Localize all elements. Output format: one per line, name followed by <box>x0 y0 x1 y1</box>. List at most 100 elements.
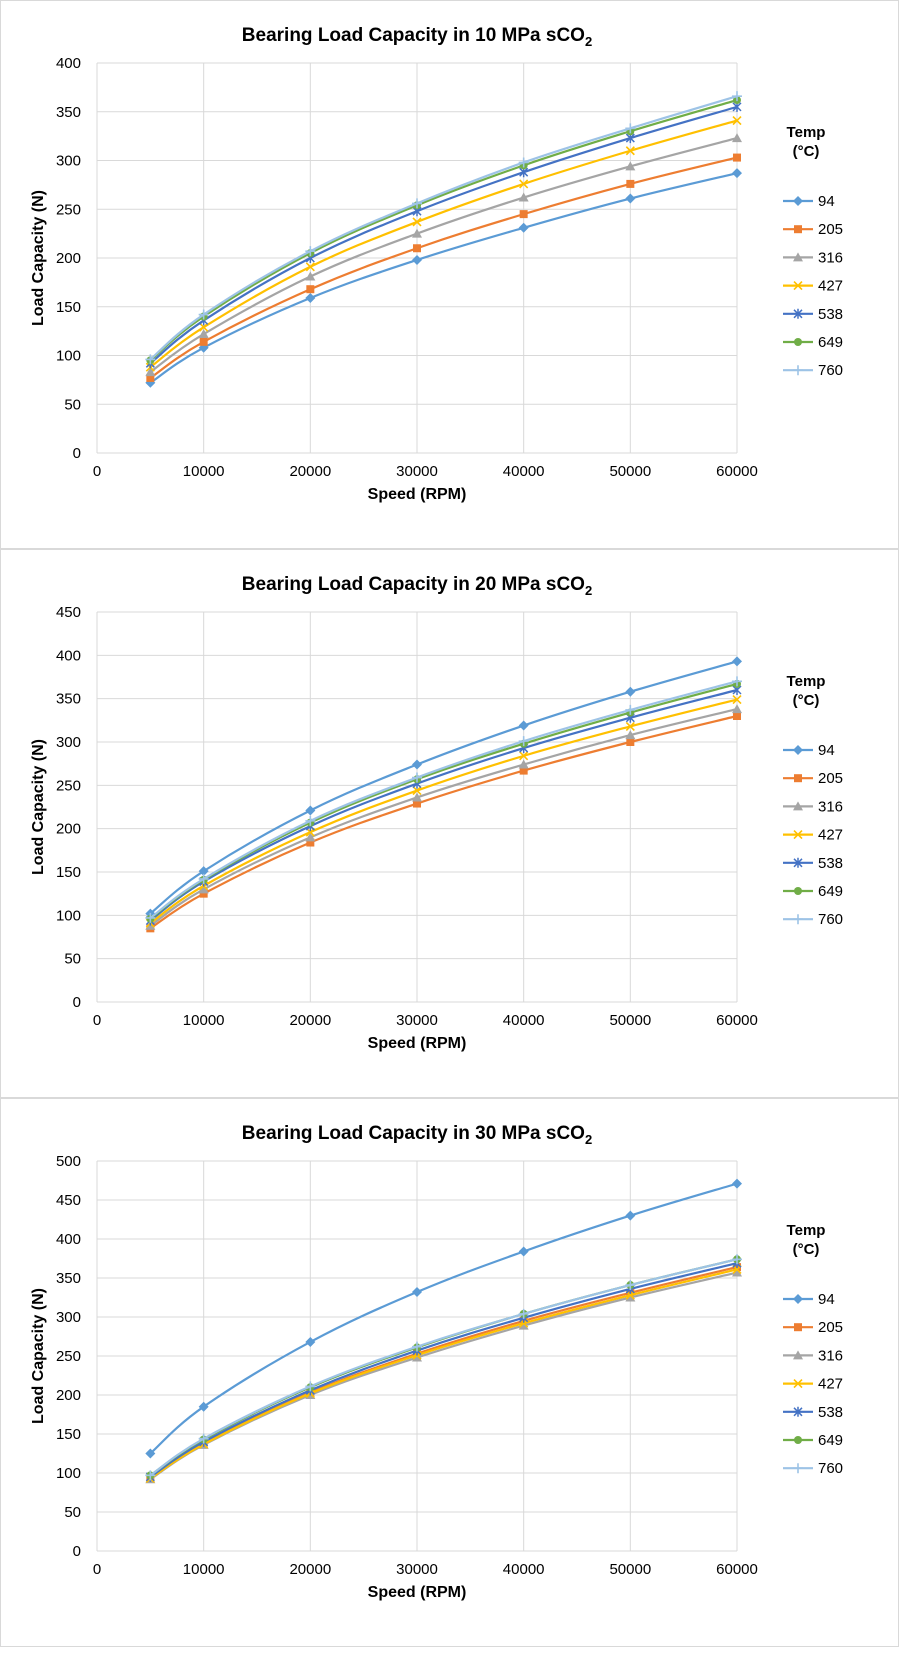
y-tick-label: 200 <box>56 1387 81 1404</box>
legend-label: 760 <box>818 1460 843 1477</box>
series-line-94 <box>149 1182 738 1455</box>
data-point-316 <box>518 192 529 202</box>
x-axis-title: Speed (RPM) <box>368 486 467 503</box>
data-point-316 <box>625 1292 636 1302</box>
y-axis-title: Load Capacity (N) <box>30 739 47 875</box>
legend: Temp (°C) 94 205 316 427 538 649 760 <box>783 673 843 928</box>
data-point-316 <box>198 329 209 339</box>
data-point-316 <box>305 271 316 281</box>
series-line-316 <box>149 137 738 373</box>
data-point-94 <box>198 866 209 877</box>
legend-item-94: 94 <box>783 742 835 759</box>
legend-item-427: 427 <box>783 827 843 844</box>
legend-item-649: 649 <box>783 883 843 900</box>
x-tick-label: 20000 <box>289 1561 331 1578</box>
y-tick-label: 150 <box>56 299 81 316</box>
x-axis-title: Speed (RPM) <box>368 1035 467 1052</box>
data-point-316 <box>732 1267 742 1277</box>
data-point-427 <box>305 262 315 272</box>
y-tick-label: 400 <box>56 1231 81 1248</box>
legend-marker <box>793 745 803 755</box>
legend-label: 427 <box>818 827 843 844</box>
data-point-316 <box>145 367 156 377</box>
data-point-205 <box>306 285 315 294</box>
data-point-760 <box>198 309 209 320</box>
data-point-205 <box>146 373 155 382</box>
legend-label: 760 <box>818 362 843 379</box>
legend-item-205: 205 <box>783 221 843 238</box>
x-tick-label: 60000 <box>716 1561 758 1578</box>
data-point-760 <box>625 704 636 715</box>
chart-title: Bearing Load Capacity in 20 MPa sCO2 <box>242 574 592 598</box>
data-point-760 <box>145 912 156 923</box>
y-axis-title: Load Capacity (N) <box>30 1288 47 1424</box>
y-tick-label: 50 <box>64 1504 81 1521</box>
legend-marker <box>793 1294 803 1304</box>
legend-label: 94 <box>818 1291 835 1308</box>
x-tick-label: 0 <box>93 1561 101 1578</box>
data-point-94 <box>412 759 422 770</box>
x-tick-label: 50000 <box>609 463 651 480</box>
legend-label: 94 <box>818 742 835 759</box>
series-line-649 <box>149 682 738 920</box>
series-line-760 <box>149 1258 738 1477</box>
data-point-760 <box>412 772 422 783</box>
series-94 <box>145 1178 742 1459</box>
legend-label: 205 <box>818 1319 843 1336</box>
legend-item-94: 94 <box>783 1291 835 1308</box>
series-line-316 <box>149 1271 738 1481</box>
legend-title-unit: (°C) <box>793 1241 820 1258</box>
legend-title: Temp <box>787 673 826 690</box>
data-point-94 <box>518 222 529 233</box>
legend-marker <box>793 365 803 376</box>
data-point-760 <box>625 1280 636 1291</box>
legend-marker <box>794 774 802 783</box>
y-tick-label: 200 <box>56 821 81 838</box>
data-point-760 <box>518 1308 529 1319</box>
data-point-760 <box>732 676 742 687</box>
y-tick-label: 150 <box>56 1426 81 1443</box>
y-tick-label: 100 <box>56 348 81 365</box>
y-tick-label: 350 <box>56 104 81 121</box>
data-point-760 <box>412 1341 422 1352</box>
chart-svg: Bearing Load Capacity in 20 MPa sCO2 0 50 1… <box>30 574 843 1052</box>
data-point-205 <box>413 244 421 253</box>
data-point-760 <box>625 123 636 134</box>
legend-marker <box>793 914 803 925</box>
data-point-316 <box>305 832 316 842</box>
y-tick-label: 50 <box>64 396 81 413</box>
data-point-760 <box>732 91 742 102</box>
data-point-205 <box>413 799 421 808</box>
x-tick-label: 60000 <box>716 463 758 480</box>
data-point-94 <box>305 292 316 303</box>
data-point-760 <box>518 736 529 747</box>
y-tick-label: 0 <box>73 445 81 462</box>
legend-item-316: 316 <box>783 798 843 815</box>
legend-marker <box>794 1436 802 1444</box>
legend-item-205: 205 <box>783 770 843 787</box>
series-427 <box>145 1264 742 1484</box>
data-point-205 <box>733 712 741 720</box>
series-316 <box>145 133 742 377</box>
data-point-427 <box>519 179 529 189</box>
x-tick-label: 40000 <box>503 463 545 480</box>
legend-label: 538 <box>818 1404 843 1421</box>
series-205 <box>146 1263 741 1483</box>
x-tick-label: 50000 <box>609 1012 651 1029</box>
data-point-94 <box>305 805 316 816</box>
series-line-94 <box>149 172 738 384</box>
data-point-760 <box>305 815 316 826</box>
y-tick-label: 300 <box>56 153 81 170</box>
legend-item-538: 538 <box>783 855 843 872</box>
legend-item-94: 94 <box>783 193 835 210</box>
legend-marker <box>793 830 803 840</box>
x-tick-label: 30000 <box>396 1561 438 1578</box>
y-tick-label: 400 <box>56 55 81 72</box>
data-point-205 <box>626 179 635 188</box>
legend-item-538: 538 <box>783 306 843 323</box>
chart-title: Bearing Load Capacity in 30 MPa sCO2 <box>242 1123 592 1147</box>
legend-marker <box>793 857 803 868</box>
data-point-316 <box>732 704 742 714</box>
legend-item-649: 649 <box>783 334 843 351</box>
legend-marker <box>793 1463 803 1474</box>
